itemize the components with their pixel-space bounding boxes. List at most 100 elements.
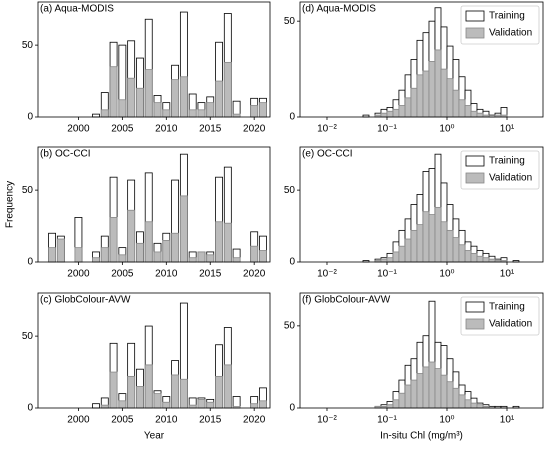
bar	[440, 68, 448, 118]
legend-label: Validation	[489, 28, 532, 39]
x-tick-label: 10⁻²	[317, 269, 337, 280]
bar	[162, 240, 171, 263]
bar	[458, 244, 466, 263]
legend-swatch	[465, 318, 485, 330]
legend-swatch	[465, 27, 485, 39]
bar	[410, 87, 418, 118]
y-tick-label: 50	[22, 331, 34, 342]
bar	[259, 250, 267, 263]
x-tick-label: 2010	[155, 415, 178, 426]
x-tick-label: 2010	[155, 124, 178, 135]
bar	[404, 97, 412, 118]
bar	[127, 77, 136, 118]
legend-swatch	[465, 301, 485, 313]
bar	[398, 245, 406, 263]
bar	[446, 229, 454, 263]
bar	[434, 368, 442, 409]
y-tick-label: 0	[27, 257, 33, 268]
bar	[215, 80, 223, 118]
panel-title: (d) Aqua-MODIS	[302, 4, 376, 15]
bar	[206, 254, 215, 263]
bar	[482, 257, 490, 263]
bar	[100, 247, 109, 263]
bar	[446, 78, 454, 118]
legend-swatch	[465, 10, 485, 22]
x-tick-label: 10⁰	[439, 415, 454, 426]
bar	[428, 361, 436, 409]
x-tick-label: 10⁰	[439, 124, 454, 135]
bar	[56, 238, 65, 263]
bar	[232, 257, 241, 263]
bar	[416, 224, 424, 263]
x-tick-label: 2020	[243, 269, 266, 280]
bar	[223, 222, 232, 263]
x-tick-label: 2020	[243, 415, 266, 426]
bar	[422, 70, 430, 118]
bar	[153, 251, 162, 263]
bar	[398, 392, 406, 409]
bar	[179, 378, 188, 409]
bar	[197, 109, 206, 118]
x-tick-label: 2000	[67, 269, 90, 280]
axes-frame	[299, 292, 544, 409]
bar	[404, 238, 412, 263]
bar	[386, 404, 394, 409]
bar	[118, 400, 127, 409]
bar	[380, 112, 388, 118]
bar	[100, 109, 109, 118]
x-tick-label: 10⁻¹	[377, 124, 397, 135]
bar	[386, 110, 394, 118]
panel-title: (e) OC-CCI	[302, 149, 353, 160]
panel-title: (a) Aqua-MODIS	[40, 4, 114, 15]
legend-label: Validation	[489, 173, 532, 184]
bar	[109, 217, 118, 263]
bar	[188, 404, 197, 409]
bar	[464, 399, 472, 409]
axes-frame	[37, 292, 271, 409]
x-tick-label: 2000	[67, 415, 90, 426]
bar	[206, 401, 215, 409]
bar	[476, 404, 484, 409]
bar	[250, 105, 259, 118]
x-tick-label: 10¹	[500, 124, 515, 135]
bar	[171, 374, 180, 409]
bar	[171, 79, 180, 118]
x-tick-label: 10⁻²	[317, 415, 337, 426]
bar	[428, 61, 436, 118]
x-tick-label: 2015	[199, 124, 222, 135]
bar	[48, 247, 56, 263]
bar	[458, 394, 466, 409]
x-tick-label: 10⁻¹	[377, 269, 397, 280]
bar	[250, 403, 259, 409]
x-tick-label: 2005	[111, 124, 134, 135]
bar	[215, 221, 223, 263]
x-tick-label: 10⁰	[439, 269, 454, 280]
y-tick-label: 0	[289, 112, 295, 123]
bar	[144, 364, 153, 409]
bar	[476, 255, 484, 263]
y-tick-label: 0	[289, 257, 295, 268]
x-tick-label: 2015	[199, 415, 222, 426]
bar	[446, 381, 454, 409]
bar	[179, 76, 188, 118]
legend-label: Training	[489, 11, 525, 22]
axes-frame	[37, 1, 271, 118]
panel-title: (f) GlobColour-AVW	[302, 295, 391, 306]
bar	[109, 66, 118, 118]
bar	[188, 257, 197, 263]
y-tick-label: 50	[22, 40, 34, 51]
bar	[470, 252, 478, 263]
x-tick-label: 10⁻¹	[377, 415, 397, 426]
bar	[144, 69, 153, 118]
bar	[232, 113, 241, 118]
bar	[404, 384, 412, 409]
bar	[458, 99, 466, 118]
y-tick-label: 50	[284, 185, 296, 196]
legend-label: Validation	[489, 319, 532, 330]
bar	[422, 366, 430, 409]
bar	[223, 61, 232, 118]
bar	[416, 74, 424, 118]
bar	[118, 99, 127, 118]
bar	[470, 402, 478, 409]
